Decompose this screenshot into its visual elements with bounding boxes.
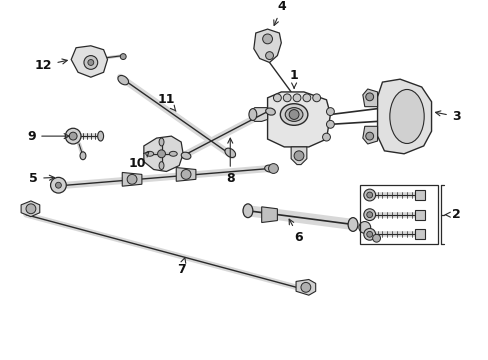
Ellipse shape: [243, 204, 252, 217]
Text: 2: 2: [445, 208, 460, 221]
Polygon shape: [21, 201, 40, 217]
Ellipse shape: [285, 108, 302, 121]
Circle shape: [300, 283, 310, 292]
Ellipse shape: [98, 131, 103, 141]
Ellipse shape: [181, 152, 190, 159]
Ellipse shape: [264, 165, 274, 172]
Polygon shape: [362, 126, 377, 144]
Polygon shape: [249, 108, 267, 121]
Circle shape: [293, 151, 303, 161]
Circle shape: [326, 120, 334, 128]
Circle shape: [181, 170, 191, 179]
Circle shape: [372, 234, 380, 242]
Circle shape: [69, 132, 77, 140]
Circle shape: [273, 94, 281, 102]
Circle shape: [366, 192, 372, 198]
Circle shape: [366, 231, 372, 237]
Ellipse shape: [389, 90, 423, 144]
Ellipse shape: [280, 104, 307, 125]
Text: 4: 4: [273, 0, 286, 26]
Ellipse shape: [224, 148, 235, 157]
Text: 1: 1: [289, 69, 298, 88]
Circle shape: [363, 228, 375, 240]
Circle shape: [363, 209, 375, 221]
Circle shape: [283, 94, 290, 102]
Polygon shape: [261, 207, 277, 222]
Polygon shape: [143, 136, 183, 171]
Circle shape: [88, 59, 94, 66]
Circle shape: [363, 189, 375, 201]
Circle shape: [65, 128, 81, 144]
Polygon shape: [267, 92, 330, 147]
Circle shape: [26, 204, 36, 214]
Text: 10: 10: [128, 152, 148, 170]
Bar: [414, 210, 424, 220]
Text: 12: 12: [35, 59, 67, 72]
Polygon shape: [377, 79, 431, 154]
Polygon shape: [295, 279, 315, 295]
Circle shape: [84, 55, 98, 69]
Ellipse shape: [159, 162, 163, 170]
Text: 5: 5: [29, 172, 54, 185]
Ellipse shape: [248, 109, 256, 120]
Text: 6: 6: [288, 219, 303, 244]
Circle shape: [157, 150, 165, 158]
Circle shape: [262, 34, 272, 44]
Circle shape: [127, 174, 137, 184]
Polygon shape: [290, 147, 306, 165]
Circle shape: [268, 163, 278, 174]
Ellipse shape: [265, 108, 275, 115]
Circle shape: [366, 212, 372, 217]
Circle shape: [292, 94, 300, 102]
Circle shape: [326, 108, 334, 116]
Circle shape: [288, 109, 298, 120]
Circle shape: [302, 94, 310, 102]
Polygon shape: [71, 46, 107, 77]
Circle shape: [322, 133, 330, 141]
Circle shape: [358, 221, 370, 233]
Ellipse shape: [118, 76, 128, 85]
Polygon shape: [176, 167, 196, 181]
Polygon shape: [253, 29, 281, 63]
Polygon shape: [122, 172, 142, 186]
Text: 11: 11: [157, 93, 176, 111]
Polygon shape: [362, 89, 377, 107]
Circle shape: [365, 93, 373, 101]
Ellipse shape: [80, 152, 86, 160]
Ellipse shape: [169, 151, 177, 156]
Ellipse shape: [347, 217, 357, 231]
Text: 8: 8: [225, 138, 234, 185]
Circle shape: [312, 94, 320, 102]
Bar: [414, 229, 424, 239]
Text: 3: 3: [435, 110, 460, 123]
Circle shape: [265, 52, 273, 59]
Text: 7: 7: [177, 257, 185, 276]
Circle shape: [50, 177, 66, 193]
Text: 9: 9: [27, 130, 69, 143]
Circle shape: [55, 182, 61, 188]
Bar: [359, 185, 438, 244]
Ellipse shape: [159, 138, 163, 146]
Bar: [414, 190, 424, 200]
Ellipse shape: [145, 151, 153, 156]
Circle shape: [365, 132, 373, 140]
Circle shape: [120, 54, 126, 59]
